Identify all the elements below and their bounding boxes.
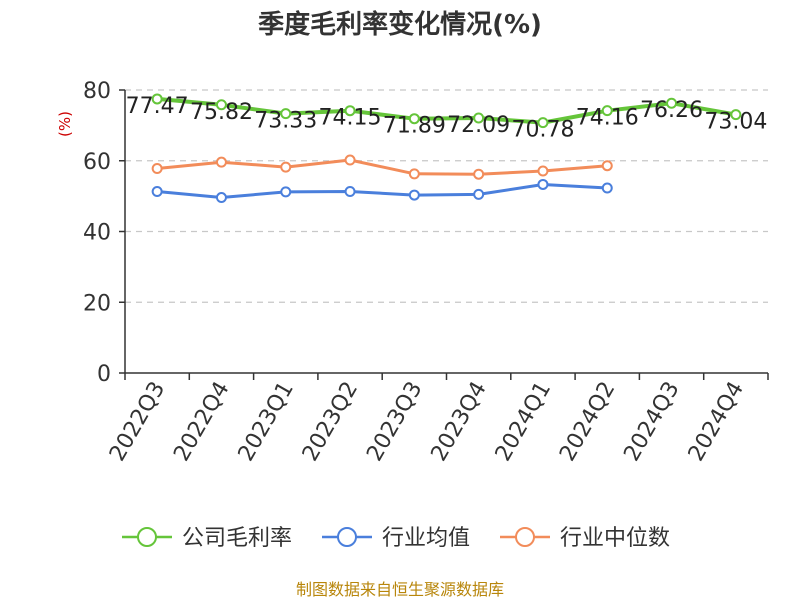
- data-label: 74.15: [319, 106, 382, 131]
- data-point: [151, 93, 163, 105]
- y-tick-label: 40: [83, 221, 111, 246]
- data-point: [280, 161, 292, 173]
- legend: 公司毛利率 行业均值 行业中位数: [122, 526, 670, 551]
- data-point: [408, 113, 420, 125]
- data-point: [215, 192, 227, 204]
- data-point: [344, 186, 356, 198]
- data-label: 73.04: [704, 110, 767, 135]
- data-point: [473, 168, 485, 180]
- source-note: 制图数据来自恒生聚源数据库: [296, 580, 504, 599]
- data-labels: 77.47 75.82 73.33 74.15 71.89 72.09 70.78 74.16…: [126, 94, 768, 143]
- x-tick-label: 2023Q1: [234, 378, 299, 466]
- data-label: 76.26: [640, 98, 703, 123]
- data-point: [408, 168, 420, 180]
- data-point: [344, 154, 356, 166]
- data-point: [473, 188, 485, 200]
- legend-label: 公司毛利率: [182, 526, 292, 551]
- data-point: [601, 105, 613, 117]
- legend-label: 行业均值: [382, 526, 470, 551]
- data-point: [344, 105, 356, 117]
- x-tick-label: 2024Q2: [555, 378, 620, 466]
- data-point: [473, 112, 485, 124]
- x-tick-label: 2024Q1: [491, 378, 556, 466]
- data-label: 71.89: [383, 114, 446, 139]
- legend-marker: [137, 527, 157, 547]
- series-group: [151, 93, 742, 204]
- series-line: [157, 96, 737, 125]
- y-tick-label: 0: [97, 362, 111, 387]
- legend-marker: [337, 527, 357, 547]
- data-label: 72.09: [447, 113, 510, 138]
- x-tick-label: 2023Q3: [362, 378, 427, 466]
- data-point: [408, 189, 420, 201]
- series-line: [157, 158, 608, 176]
- grid: [125, 89, 768, 303]
- data-point: [666, 97, 678, 109]
- data-point: [215, 99, 227, 111]
- data-point: [151, 163, 163, 175]
- chart-title: 季度毛利率变化情况(%): [258, 9, 542, 40]
- data-point: [280, 186, 292, 198]
- data-label: 74.16: [576, 106, 639, 131]
- data-point: [151, 186, 163, 198]
- data-point: [730, 109, 742, 121]
- data-point: [537, 117, 549, 129]
- data-label: 75.82: [190, 100, 253, 125]
- x-tick-label: 2023Q2: [298, 378, 363, 466]
- y-axis-label: (%): [56, 111, 74, 137]
- x-tick-label: 2024Q3: [619, 378, 684, 466]
- x-tick-label: 2023Q4: [427, 378, 492, 466]
- y-tick-label: 80: [83, 79, 111, 104]
- x-tick-label: 2022Q4: [169, 378, 234, 466]
- legend-label: 行业中位数: [560, 526, 670, 551]
- data-point: [601, 182, 613, 194]
- data-label: 73.33: [254, 109, 317, 134]
- x-tick-label: 2022Q3: [105, 378, 170, 466]
- y-tick-label: 60: [83, 150, 111, 175]
- data-point: [537, 165, 549, 177]
- series-line: [157, 183, 608, 199]
- data-point: [215, 156, 227, 168]
- x-tick-label: 2024Q4: [684, 378, 749, 466]
- data-point: [537, 178, 549, 190]
- legend-marker: [515, 527, 535, 547]
- data-point: [601, 160, 613, 172]
- data-point: [280, 108, 292, 120]
- data-label: 70.78: [511, 118, 574, 143]
- y-tick-label: 20: [83, 291, 111, 316]
- data-label: 77.47: [126, 94, 189, 119]
